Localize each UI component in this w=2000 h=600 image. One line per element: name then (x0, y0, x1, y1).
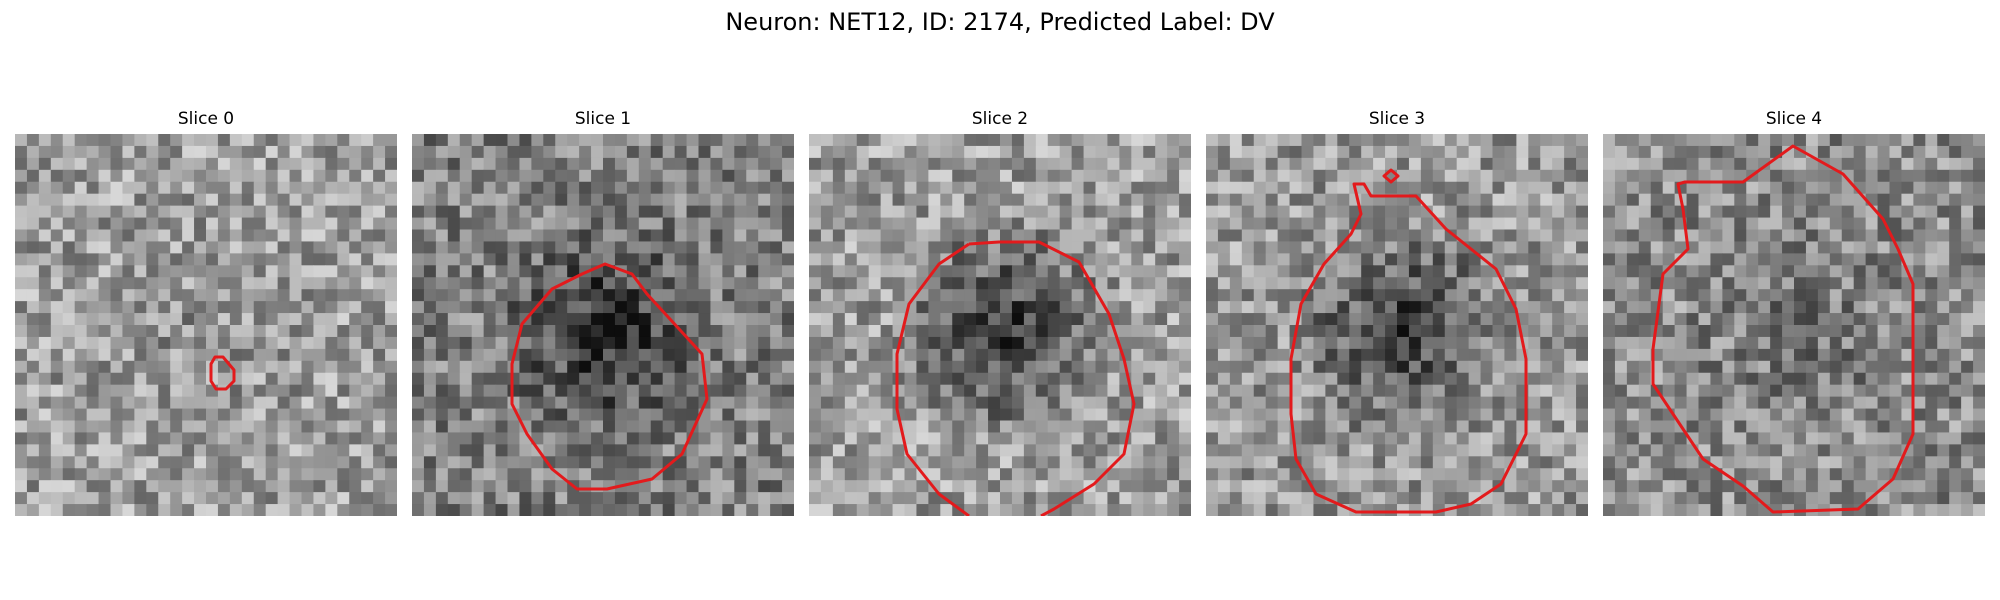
slice-image (1206, 134, 1588, 516)
slice-title: Slice 4 (1765, 109, 1823, 129)
segmentation-contour (209, 355, 236, 391)
grayscale-pixels (809, 134, 1191, 516)
slice-image (412, 134, 794, 516)
grayscale-pixels (1206, 134, 1588, 516)
slice-title: Slice 0 (177, 109, 235, 129)
figure-title: Neuron: NET12, ID: 2174, Predicted Label… (725, 8, 1275, 36)
slice-image (1603, 134, 1985, 516)
slice-image (809, 134, 1191, 516)
segmentation-contour (1651, 144, 1915, 514)
segmentation-contour (510, 262, 709, 491)
grayscale-pixels (412, 134, 794, 516)
segmentation-contour (895, 240, 1136, 516)
slice-title: Slice 3 (1368, 109, 1426, 129)
segmentation-contour (1289, 168, 1528, 514)
slice-title: Slice 2 (971, 109, 1029, 129)
grayscale-pixels (1603, 134, 1985, 516)
grayscale-pixels (15, 134, 397, 516)
slice-title: Slice 1 (574, 109, 632, 129)
slice-image (15, 134, 397, 516)
